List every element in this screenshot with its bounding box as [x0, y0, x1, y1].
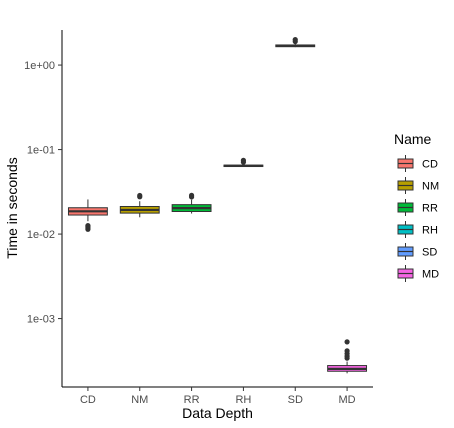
box-rh	[223, 157, 264, 168]
legend-item-sd: SD	[397, 243, 437, 260]
legend-label: RH	[422, 225, 438, 237]
legend-item-rh: RH	[397, 221, 438, 238]
x-axis-ticks: CD NM RR RH SD MD	[80, 387, 356, 406]
x-tick-label: RH	[235, 394, 251, 406]
x-tick-label: CD	[80, 394, 96, 406]
legend-label: MD	[422, 269, 439, 281]
legend-title: Name	[394, 131, 432, 147]
x-tick-label: SD	[288, 394, 303, 406]
legend-item-md: MD	[397, 265, 439, 282]
x-tick-label: MD	[339, 394, 356, 406]
outlier-point	[188, 192, 195, 198]
box-nm	[119, 192, 160, 218]
y-tick-label: 1e+00	[24, 60, 55, 72]
outlier-point	[137, 192, 143, 199]
y-axis-ticks: 1e-03 1e-02 1e-01 1e+00	[24, 60, 62, 326]
outlier-point	[292, 37, 298, 43]
legend-item-rr: RR	[397, 199, 438, 216]
legend-label: CD	[422, 159, 438, 171]
box-rr	[171, 192, 212, 214]
legend-label: RR	[422, 203, 438, 215]
x-tick-label: RR	[184, 394, 200, 406]
legend: Name CD NM RR RH SD MD	[394, 131, 439, 282]
y-tick-label: 1e-02	[27, 229, 55, 241]
legend-item-cd: CD	[397, 155, 438, 172]
outlier-point	[85, 222, 91, 229]
outlier-point	[344, 348, 350, 354]
outlier-point	[344, 339, 350, 345]
box-md	[327, 339, 368, 374]
outlier-point	[240, 157, 247, 163]
y-tick-label: 1e-03	[27, 314, 55, 326]
x-tick-label: NM	[131, 394, 148, 406]
y-tick-label: 1e-01	[27, 145, 55, 157]
x-axis-title: Data Depth	[182, 405, 253, 421]
y-axis-title: Time in seconds	[4, 157, 20, 258]
legend-item-nm: NM	[397, 177, 439, 194]
box-sd	[275, 37, 316, 48]
plot-area	[67, 37, 368, 374]
legend-label: SD	[422, 247, 437, 259]
axes	[61, 30, 373, 388]
legend-label: NM	[422, 181, 439, 193]
box-cd	[67, 199, 108, 232]
